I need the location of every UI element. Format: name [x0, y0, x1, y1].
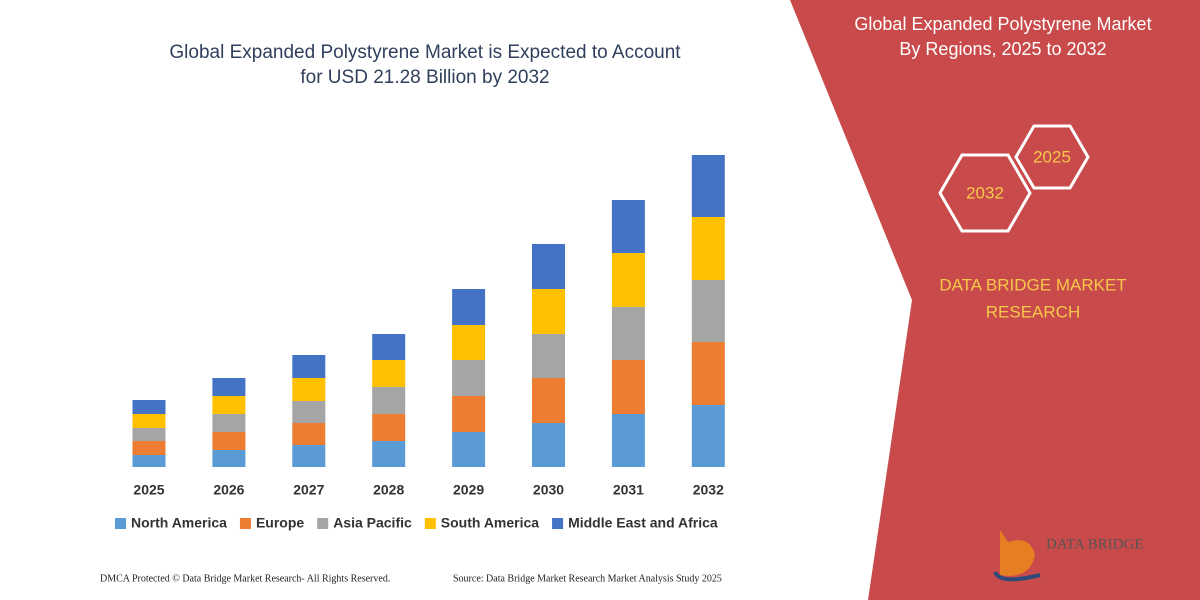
right-panel: [790, 0, 1200, 600]
x-tick-label: 2025: [133, 482, 164, 498]
x-tick-label: 2028: [373, 482, 404, 498]
bar-segment: [452, 396, 486, 432]
bar-segment: [212, 432, 246, 450]
bar-segment: [212, 396, 246, 414]
legend-swatch: [424, 518, 436, 529]
bar-segment: [532, 378, 565, 423]
footer-note: DMCA Protected © Data Bridge Market Rese…: [100, 573, 390, 584]
bar-segment: [611, 414, 645, 467]
bar-segment: [611, 200, 645, 253]
footer-source: Source: Data Bridge Market Research Mark…: [453, 573, 722, 584]
panel-title: Global Expanded Polystyrene Market: [854, 14, 1151, 34]
legend-swatch: [239, 518, 251, 529]
hexagon-label: 2032: [966, 183, 1004, 202]
hexagon-label: 2025: [1033, 147, 1071, 166]
bar-segment: [532, 244, 565, 289]
plot: 2025 2026 2027 2028 2029 2030 2031 2032 North Am…: [115, 155, 725, 531]
x-tick-label: 2026: [213, 482, 244, 498]
x-tick-label: 2029: [453, 482, 484, 498]
bar-segment: [292, 378, 326, 401]
x-tick-label: 2030: [533, 482, 564, 498]
legend-label: Europe: [256, 515, 304, 531]
bar-segment: [611, 253, 645, 307]
bar-segment: [372, 360, 406, 387]
bar-segment: [452, 289, 486, 325]
bar-segment: [691, 405, 725, 467]
legend-swatch: [552, 518, 564, 529]
bar-segment: [691, 342, 725, 405]
bar-segment: [372, 414, 406, 441]
bar-segment: [212, 378, 246, 396]
legend-swatch: [115, 518, 126, 529]
bar-segment: [611, 360, 645, 414]
logo-text: DATA BRIDGE: [1046, 536, 1144, 552]
bar-segment: [132, 414, 166, 428]
bar-segment: [452, 325, 486, 360]
bar-segment: [372, 334, 406, 360]
chart-title: Global Expanded Polystyrene Market is Ex…: [169, 42, 681, 63]
brand: DATA BRIDGE MARKET: [939, 275, 1126, 294]
logo-icon: [1000, 530, 1035, 576]
bar-segment: [132, 441, 166, 455]
bar-segment: [452, 360, 486, 396]
bar-segment: [532, 289, 565, 334]
x-tick-label: 2032: [693, 482, 724, 498]
bar-segment: [292, 355, 326, 378]
bar-segment: [212, 450, 246, 467]
bar-segment: [691, 155, 725, 217]
bar-segment: [532, 334, 565, 378]
hexagon: [1014, 124, 1090, 190]
legend-swatch: [317, 518, 329, 529]
bar-segment: [292, 445, 326, 467]
legend-label: Asia Pacific: [333, 515, 412, 531]
legend-label: North America: [131, 515, 227, 531]
bar-segment: [452, 432, 486, 467]
bar-segment: [212, 414, 246, 432]
panel-title: By Regions, 2025 to 2032: [899, 39, 1106, 59]
bar-segment: [292, 401, 326, 423]
logo-icon: [993, 570, 1041, 582]
bar-segment: [132, 428, 166, 441]
bar-segment: [372, 387, 406, 414]
bar-segment: [372, 441, 406, 467]
bar-segment: [532, 423, 565, 467]
legend-label: Middle East and Africa: [568, 515, 718, 531]
bar-segment: [132, 455, 166, 467]
bar-segment: [691, 280, 725, 342]
bar-segment: [292, 423, 326, 445]
bar-segment: [611, 307, 645, 360]
chart-title: for USD 21.28 Billion by 2032: [300, 67, 549, 88]
x-tick-label: 2031: [613, 482, 644, 498]
bar-segment: [691, 217, 725, 280]
bar-segment: [132, 400, 166, 414]
legend-label: South America: [441, 515, 539, 531]
x-tick-label: 2027: [293, 482, 324, 498]
brand: RESEARCH: [986, 302, 1080, 321]
hexagon: [938, 153, 1032, 233]
